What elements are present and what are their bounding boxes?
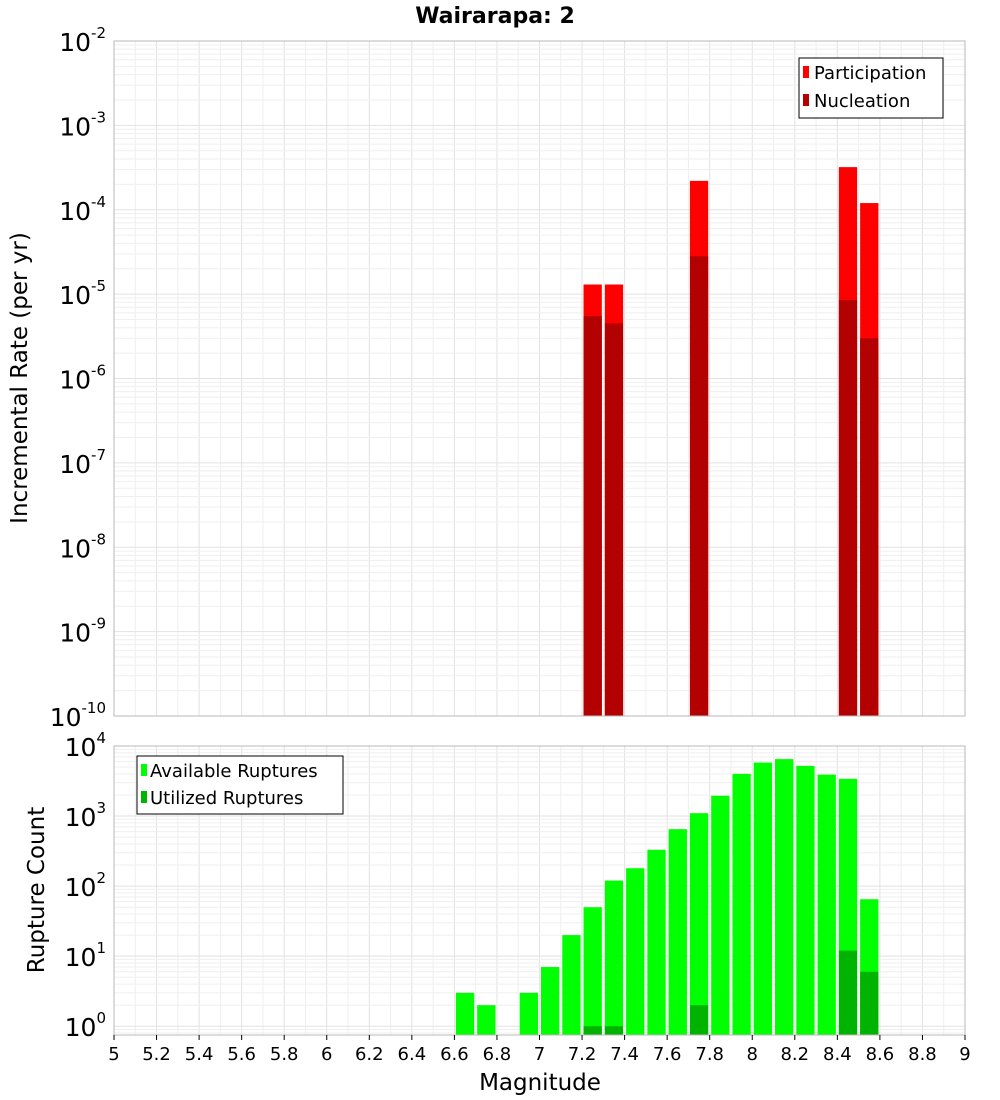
bottom-bar-a [775,759,794,1035]
bottom-y-tick-label: 102 [65,869,106,902]
x-tick-label: 5.2 [142,1044,171,1065]
x-tick-label: 6.8 [483,1044,512,1065]
x-tick-label: 5.8 [270,1044,299,1065]
bottom-bar-b [860,971,879,1035]
legend-label-available: Available Ruptures [150,761,318,782]
top-legend-box [798,57,944,119]
bottom-bar-a [647,849,666,1035]
top-bar-b [838,300,858,716]
top-y-tick-label: 10-9 [59,615,106,648]
top-y-tick-label: 10-10 [50,699,106,732]
bottom-legend-box [136,755,344,815]
top-y-tick-label: 10-4 [59,193,106,226]
bottom-bar-a [711,795,730,1035]
top-y-tick-label: 10-2 [59,24,106,57]
x-tick-label: 8.4 [823,1044,852,1065]
bottom-y-tick-label: 103 [65,799,106,832]
top-plot-frame [113,40,966,717]
top-grid [113,40,966,717]
top-panel: 10-2 10-3 10-4 10-5 10-6 10-7 10-8 10-9 10-10 In… [7,24,966,732]
x-tick-label: 6.4 [398,1044,427,1065]
legend-label-nucleation: Nucleation [814,91,910,112]
x-tick-label: 6 [321,1044,332,1065]
bottom-bar-a [477,1005,496,1035]
top-y-tick-label: 10-3 [59,108,106,141]
bottom-bar-b [689,1005,709,1035]
x-tick-label: 7.8 [695,1044,724,1065]
bottom-y-ticks: 104 103 102 101 100 [65,729,106,1042]
bottom-bars [455,759,879,1035]
x-tick-label: 8.6 [866,1044,895,1065]
bottom-bar-a [604,880,624,1035]
legend-swatch-nucleation [803,94,809,106]
legend-label-utilized: Utilized Ruptures [150,788,303,809]
x-tick-label: 5 [108,1044,119,1065]
bottom-y-tick-label: 104 [65,729,106,762]
legend-label-participation: Participation [814,63,926,84]
chart-title: Wairarapa: 2 [415,4,575,29]
bottom-bar-a [519,992,538,1035]
bottom-bar-b [604,1026,624,1035]
x-tick-label: 8 [747,1044,758,1065]
top-y-tick-label: 10-8 [59,530,106,563]
x-tick-label: 8.8 [908,1044,937,1065]
bottom-bar-b [583,1026,602,1035]
bottom-bar-a [732,773,751,1035]
bottom-bar-a [455,992,475,1035]
x-tick-label: 6.6 [440,1044,469,1065]
bottom-bar-a [626,868,645,1035]
bottom-y-tick-label: 101 [65,939,106,972]
bottom-bar-a [796,765,815,1035]
bottom-bar-b [838,950,858,1035]
bottom-bar-a [541,967,560,1035]
bottom-bar-a [753,762,773,1035]
legend-swatch-participation [803,66,809,78]
top-y-tick-label: 10-7 [59,446,106,479]
legend-swatch-available [141,764,147,776]
top-y-axis-label: Incremental Rate (per yr) [7,232,33,524]
x-tick-label: 5.4 [185,1044,214,1065]
top-legend: Participation Nucleation [798,57,944,119]
bottom-y-tick-label: 100 [65,1009,106,1042]
bottom-bar-a [689,813,709,1035]
top-bar-b [689,256,709,716]
x-tick-label: 9 [959,1044,970,1065]
top-bars [583,167,879,716]
top-y-tick-label: 10-6 [59,362,106,395]
top-bar-b [860,338,879,716]
bottom-bar-a [583,907,602,1035]
top-y-ticks: 10-2 10-3 10-4 10-5 10-6 10-7 10-8 10-9 10-10 [50,24,106,732]
top-bar-b [583,316,602,716]
x-tick-label: 7.2 [568,1044,597,1065]
bottom-panel: 104 103 102 101 100 5 5.2 5.4 5.6 5.8 6 6.2 6.4 6.6 6… [24,729,971,1096]
bottom-y-axis-label: Rupture Count [24,807,50,973]
x-tick-label: 7.6 [653,1044,682,1065]
x-ticks: 5 5.2 5.4 5.6 5.8 6 6.2 6.4 6.6 6.8 7 7.2 7.4 7.6 7.8 8… [108,1035,971,1065]
bottom-bar-a [668,829,687,1035]
x-tick-label: 6.2 [355,1044,384,1065]
top-bar-b [604,323,624,716]
bottom-bar-a [817,774,836,1035]
x-axis-label: Magnitude [479,1070,601,1096]
x-tick-label: 7 [534,1044,545,1065]
x-tick-label: 7.4 [610,1044,639,1065]
bottom-bar-a [562,935,581,1035]
top-y-tick-label: 10-5 [59,277,106,310]
legend-swatch-utilized [141,791,147,803]
x-tick-label: 8.2 [780,1044,809,1065]
bottom-legend: Available Ruptures Utilized Ruptures [136,755,344,815]
x-tick-label: 5.6 [227,1044,256,1065]
